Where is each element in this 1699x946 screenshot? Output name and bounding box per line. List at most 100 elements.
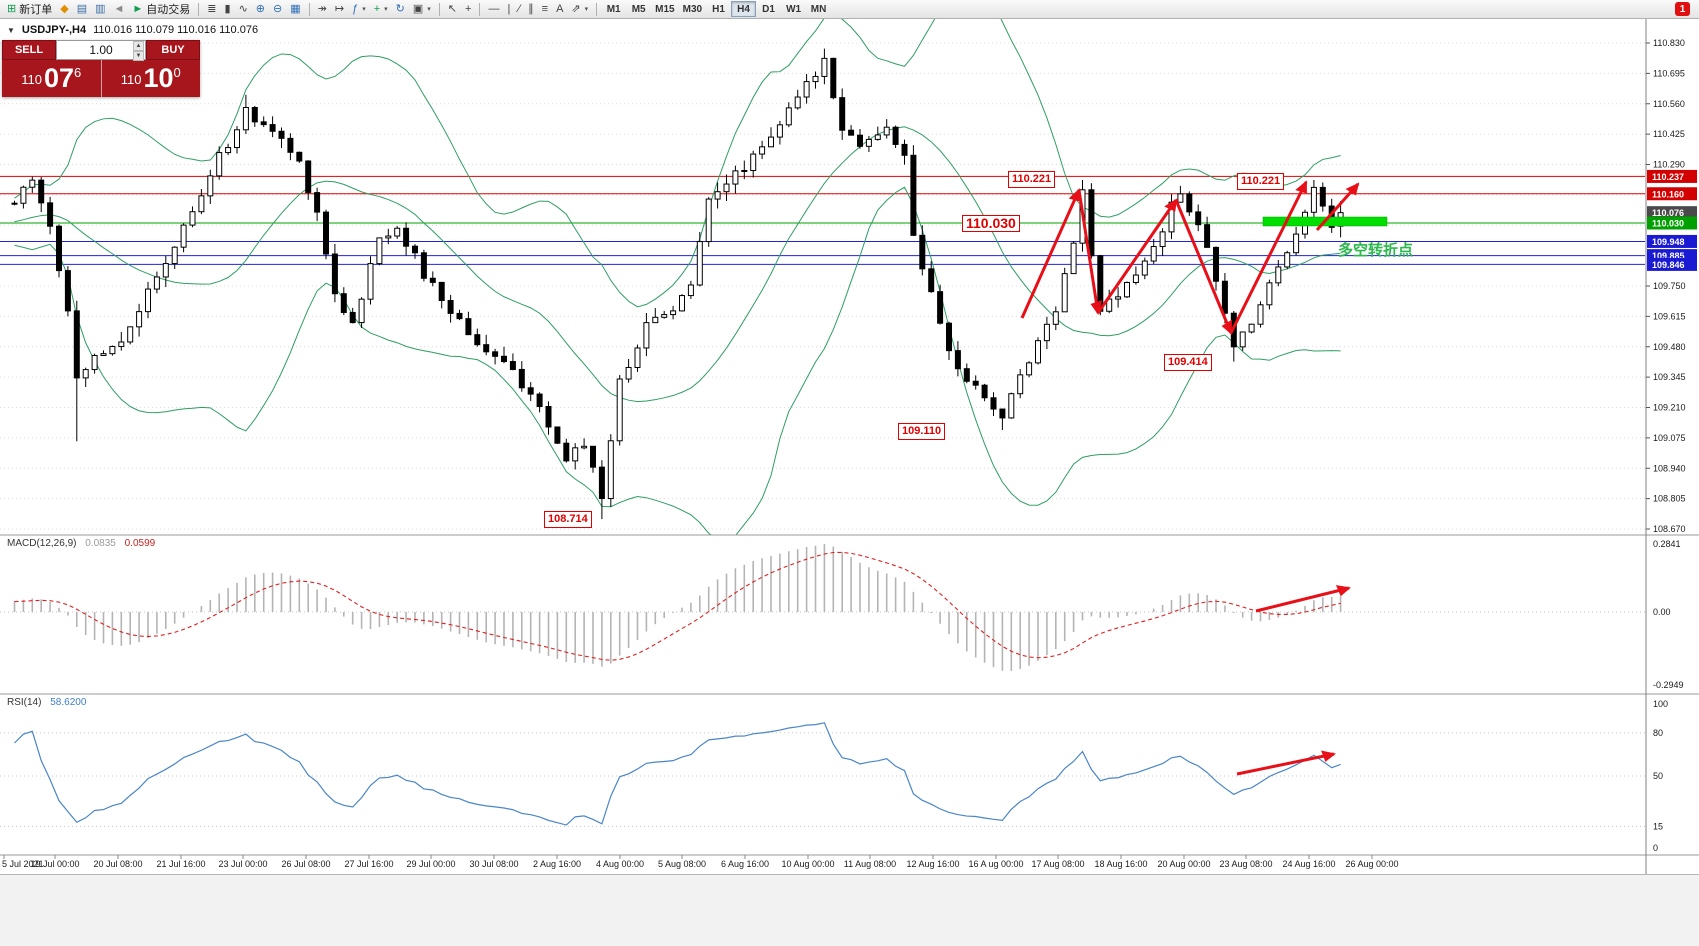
channel-button[interactable]: ∥ [524,1,538,17]
tile-windows-icon: ▦ [290,2,301,15]
candlestick-icon: ▮ [224,2,231,15]
price-axis-label: 110.695 [1653,68,1685,78]
arrow-shapes-icon: ⇗ [571,2,581,15]
trend-arrow[interactable] [1077,189,1103,315]
arrows-tool-button[interactable]: ⇗ ▾ [567,1,592,17]
auto-scroll-icon: ↠ [317,2,327,15]
timeframe-button-w1[interactable]: W1 [781,1,806,17]
notification-badge[interactable]: 1 [1675,2,1690,16]
rsi-axis-label: 80 [1653,728,1663,738]
trend-arrow[interactable] [1229,180,1308,334]
toolbar-separator [596,2,598,16]
horizontal-line-icon: — [488,2,500,15]
new-order-icon: ⊞ [7,2,17,15]
trend-arrow[interactable] [1020,188,1081,319]
text-tool-button[interactable]: A [552,1,567,17]
timeframe-button-h1[interactable]: H1 [706,1,731,17]
volume-value[interactable]: 1.00 [89,43,113,57]
crosshair-button[interactable]: + [461,1,475,17]
price-axis-label: 109.750 [1653,281,1686,291]
line-chart-type-button[interactable]: ∿ [235,1,252,17]
buy-button[interactable]: BUY [146,40,200,60]
price-axis-label: 110.560 [1653,99,1685,109]
toolbar-separator [198,2,200,16]
volume-field[interactable]: 1.00 ▲ ▼ [56,40,146,61]
timeframe-button-h4[interactable]: H4 [731,1,757,17]
price-tag-value: 110.076 [1652,208,1684,218]
trendline-icon: ∕ [518,2,521,15]
timeframe-button-mn[interactable]: MN [806,1,831,17]
time-axis-label: 18 Aug 16:00 [1094,859,1147,869]
price-tag-value: 109.885 [1652,251,1685,261]
plus-icon: + [373,2,381,15]
refresh-button[interactable]: ↻ [392,1,409,17]
timeframe-toolbar: M1 M5 M15 M30 H1 H4 D1 W1 MN [601,0,831,18]
chart-ohlc-values: 110.016 110.079 110.016 110.076 [93,24,259,36]
price-axis: 110.830 110.695 110.560 110.425 110.290 109.7… [1646,38,1686,534]
navigator-button[interactable]: ◆ [56,1,72,17]
sell-price-display[interactable]: 110 07 6 [2,60,102,97]
sell-price-point: 6 [74,65,82,80]
add-object-button[interactable]: + ▾ [370,1,392,17]
time-axis-label: 4 Aug 00:00 [596,859,644,869]
time-axis-label: 26 Jul 08:00 [281,859,330,869]
zoom-out-button[interactable]: ⊖ [269,1,286,17]
macd-indicator-label: MACD(12,26,9) 0.0835 0.0599 [7,538,155,549]
timeframe-button-m1[interactable]: M1 [601,1,626,17]
trend-arrow[interactable] [1255,585,1351,613]
autotrading-button[interactable]: ► 自动交易 [128,1,194,17]
volume-increase-button[interactable]: ▲ [133,41,144,51]
indicators-button[interactable]: ƒ ▾ [348,1,370,17]
chart-dropdown-icon[interactable]: ▼ [7,25,15,35]
price-tag [1647,206,1697,220]
timeframe-button-m15[interactable]: M15 [651,1,678,17]
chart-layout-button[interactable]: ▣ ▾ [409,1,435,17]
trend-arrow[interactable] [1096,198,1178,314]
auto-scroll-button[interactable]: ↠ [314,1,331,17]
price-axis-label: 109.075 [1653,433,1686,443]
chart-shift-button[interactable]: ↦ [331,1,348,17]
timeframe-button-d1[interactable]: D1 [756,1,781,17]
rsi-axis-label: 100 [1653,699,1668,709]
buy-price-big-figure: 110 [120,72,142,87]
horizontal-line-button[interactable]: — [484,1,503,17]
new-order-button[interactable]: ⊞ 新订单 [3,1,56,17]
vertical-line-button[interactable]: | [503,1,514,17]
chart-symbol-timeframe: USDJPY-,H4 [21,24,87,36]
volume-decrease-button[interactable]: ▼ [133,51,144,61]
price-axis-label: 110.425 [1653,129,1685,139]
price-tag-value: 110.030 [1652,219,1684,229]
cursor-button[interactable]: ↖ [444,1,461,17]
macd-axis-label: 0.00 [1653,607,1671,617]
trendline-button[interactable]: ∕ [514,1,524,17]
tile-windows-button[interactable]: ▦ [286,1,304,17]
bollinger-bands [14,18,1341,535]
window-background [0,874,1699,946]
trend-arrow[interactable] [1236,750,1336,776]
toolbar-buttons-group: ⊞ 新订单 ◆ ▤ ▥ ◄ ► 自动交易 ≣ ▮ ∿ ⊕ ⊖ ▦ ↠ ↦ ƒ ▾ + ▾ ↻ ▣ ▾ ↖ + — | ∕ ∥ ≡ A ⇗ ▾ [3,0,601,18]
layout-icon: ▣ [412,2,424,15]
bar-chart-type-button[interactable]: ≣ [203,1,220,17]
time-axis-label: 26 Aug 00:00 [1345,859,1398,869]
zoom-in-button[interactable]: ⊕ [252,1,269,17]
candlestick-type-button[interactable]: ▮ [221,1,235,17]
timeframe-button-m30[interactable]: M30 [679,1,706,17]
fibonacci-button[interactable]: ≡ [538,1,552,17]
buy-price-point: 0 [173,65,181,80]
sell-button[interactable]: SELL [2,40,56,60]
timeframe-button-m5[interactable]: M5 [626,1,651,17]
terminal-button[interactable]: ▥ [91,1,109,17]
chevron-down-icon: ▾ [584,6,589,13]
time-axis-label: 30 Jul 08:00 [469,859,518,869]
market-watch-button[interactable]: ▤ [73,1,91,17]
zoom-out-icon: ⊖ [273,2,283,15]
trend-arrow[interactable] [1174,199,1233,335]
buy-price-display[interactable]: 110 10 0 [101,60,200,97]
play-icon: ► [132,2,144,15]
price-axis-label: 108.805 [1653,494,1686,504]
trend-arrow[interactable] [1315,182,1360,231]
market-watch-icon: ▤ [76,2,88,15]
sound-button[interactable]: ◄ [110,1,129,17]
price-axis-label: 109.345 [1653,372,1686,382]
